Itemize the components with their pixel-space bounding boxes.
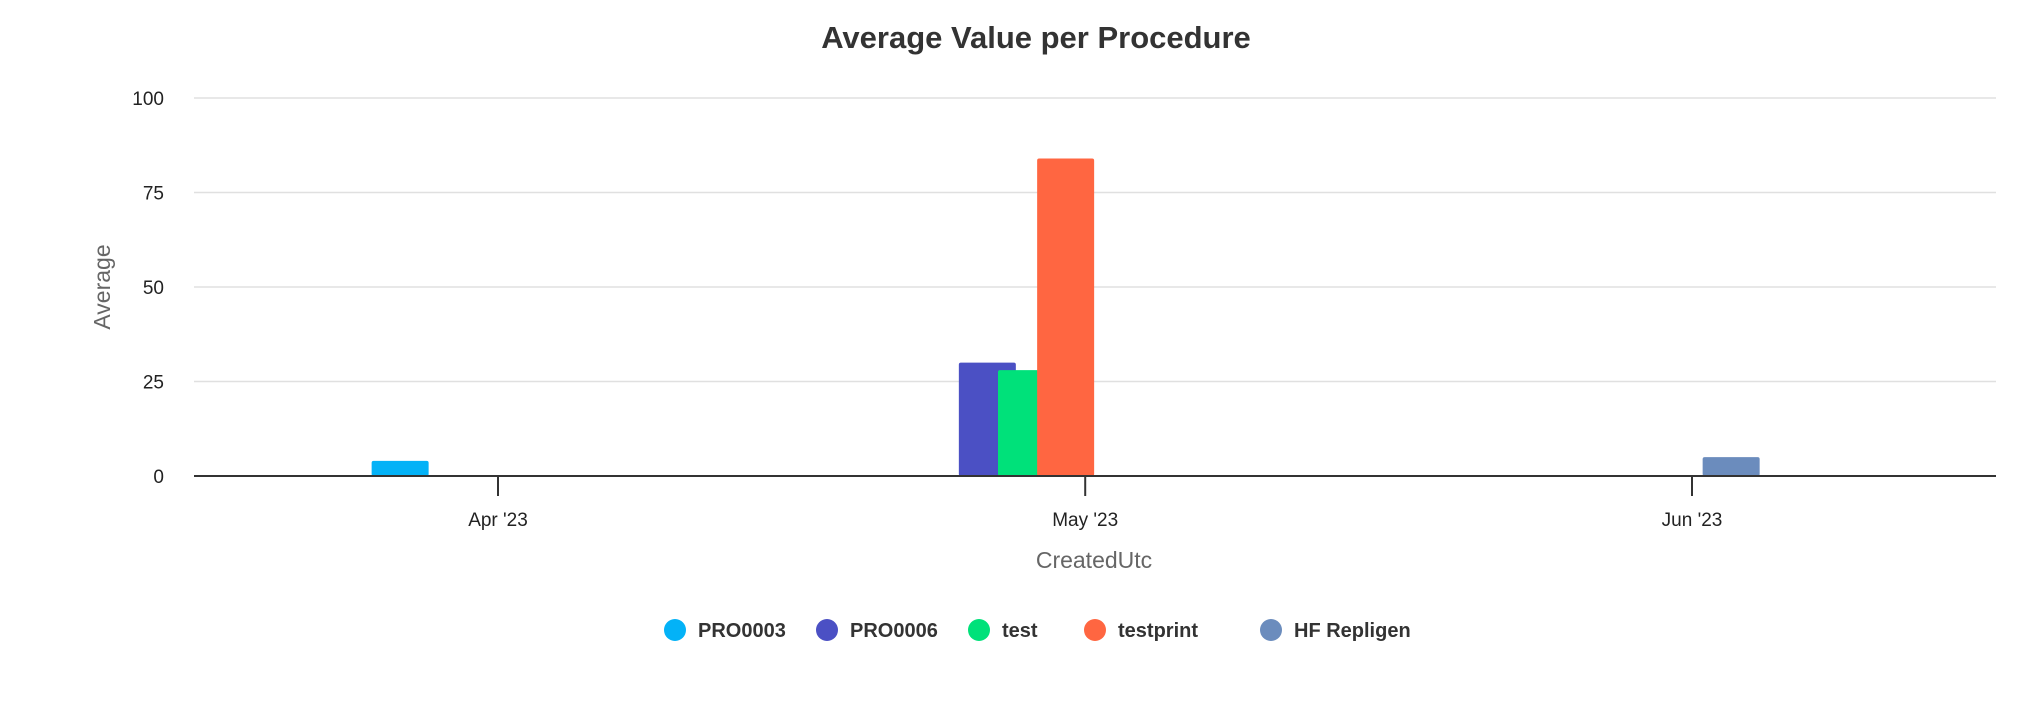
y-tick-label: 0 xyxy=(153,467,164,488)
y-tick-label: 25 xyxy=(143,373,164,394)
legend-item-pro0006[interactable]: PRO0006 xyxy=(816,619,938,642)
legend-label: HF Repligen xyxy=(1294,620,1411,642)
x-tick-label: Jun '23 xyxy=(1662,510,1723,531)
legend-item-testprint[interactable]: testprint xyxy=(1084,619,1198,642)
legend-label: test xyxy=(1002,620,1038,642)
x-tick-label: May '23 xyxy=(1052,510,1118,531)
legend-marker xyxy=(1084,619,1106,641)
bar-pro0003[interactable] xyxy=(371,460,429,476)
bars xyxy=(371,158,1760,477)
y-axis-ticks: 0 25 50 75 100 xyxy=(132,89,164,488)
x-tick-label: Apr '23 xyxy=(468,510,528,531)
legend-label: testprint xyxy=(1118,620,1198,642)
y-axis-title: Average xyxy=(89,244,115,329)
chart-title: Average Value per Procedure xyxy=(821,20,1251,55)
legend-label: PRO0006 xyxy=(850,620,938,642)
y-tick-label: 75 xyxy=(143,184,164,205)
bar-hf-repligen[interactable] xyxy=(1702,457,1760,476)
legend-item-hf-repligen[interactable]: HF Repligen xyxy=(1260,619,1411,642)
x-axis-title: CreatedUtc xyxy=(1036,547,1152,573)
legend-item-pro0003[interactable]: PRO0003 xyxy=(664,619,786,642)
legend-marker xyxy=(816,619,838,641)
legend-marker xyxy=(968,619,990,641)
y-tick-label: 100 xyxy=(132,89,164,110)
legend-label: PRO0003 xyxy=(698,620,786,642)
legend-marker xyxy=(664,619,686,641)
legend-marker xyxy=(1260,619,1282,641)
bar-testprint[interactable] xyxy=(1037,158,1095,477)
legend-item-test[interactable]: test xyxy=(968,619,1038,642)
gridlines xyxy=(194,97,1996,383)
x-axis-ticks: Apr '23 May '23 Jun '23 xyxy=(468,476,1722,531)
y-tick-label: 50 xyxy=(143,278,164,299)
legend: PRO0003 PRO0006 test testprint HF Repligen xyxy=(664,619,1411,642)
